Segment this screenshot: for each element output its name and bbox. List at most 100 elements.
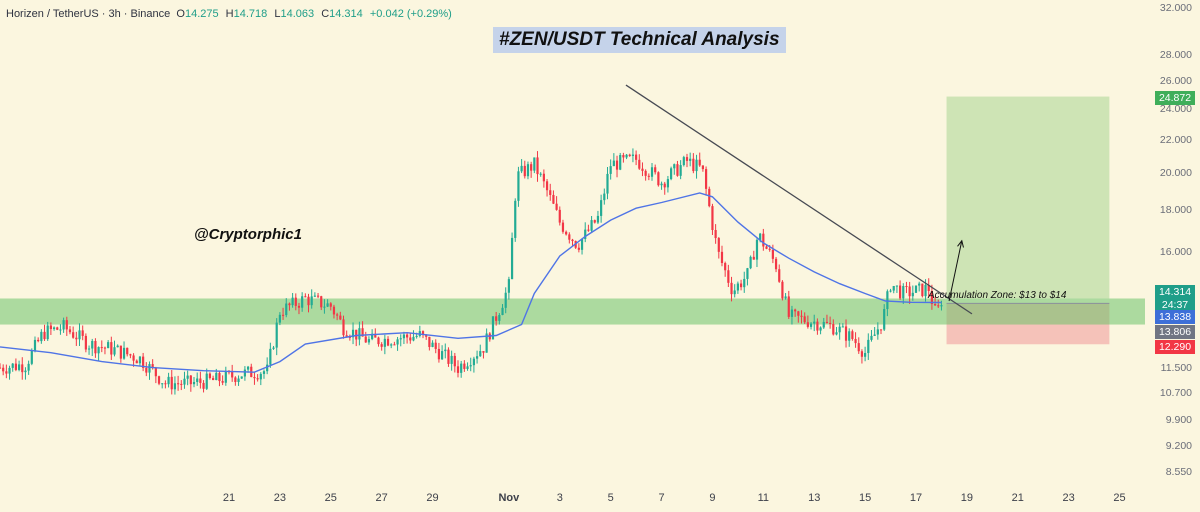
candle-up xyxy=(116,345,119,348)
candle-down xyxy=(542,173,545,182)
candle-up xyxy=(138,356,142,364)
x-tick-label: 5 xyxy=(607,492,614,504)
candle-down xyxy=(482,351,485,353)
candle-down xyxy=(142,356,145,368)
candle-down xyxy=(345,335,348,337)
candle-up xyxy=(612,160,615,167)
candle-down xyxy=(905,286,908,288)
candle-down xyxy=(129,354,132,356)
candle-down xyxy=(825,321,829,323)
moving-average-line xyxy=(0,192,942,373)
downtrend-line xyxy=(625,84,973,315)
candle-down xyxy=(409,337,412,341)
low-label: L xyxy=(274,8,281,20)
x-tick-label: 23 xyxy=(273,492,286,504)
candle-up xyxy=(517,171,520,201)
candle-up xyxy=(62,320,65,330)
candle-up xyxy=(746,268,749,279)
candle-up xyxy=(822,321,825,328)
candle-up xyxy=(864,353,867,357)
y-tick-label: 11.500 xyxy=(1160,361,1192,374)
candle-down xyxy=(565,231,568,235)
y-tick-label: 10.700 xyxy=(1159,386,1192,399)
candle-up xyxy=(619,155,622,170)
candle-down xyxy=(794,309,797,312)
candle-up xyxy=(603,193,606,201)
candle-up xyxy=(415,335,418,337)
candle-up xyxy=(625,154,628,158)
candle-down xyxy=(56,327,59,330)
candle-up xyxy=(838,326,841,333)
candle-down xyxy=(921,283,924,297)
y-tick-label: 16.000 xyxy=(1159,245,1192,258)
candle-down xyxy=(453,355,456,367)
candle-up xyxy=(323,306,326,308)
x-tick-label: 17 xyxy=(909,492,923,504)
candle-down xyxy=(727,270,730,283)
candle-up xyxy=(466,366,469,369)
candle-up xyxy=(924,284,927,297)
candle-down xyxy=(806,322,809,327)
candle-up xyxy=(876,329,879,335)
projection-arrow-head xyxy=(957,239,964,248)
candle-down xyxy=(860,351,864,357)
x-tick-label: 27 xyxy=(375,492,388,504)
candle-down xyxy=(730,282,733,295)
candle-up xyxy=(596,215,600,223)
candle-up xyxy=(892,286,895,291)
candle-down xyxy=(329,303,332,307)
candle-down xyxy=(752,256,755,260)
y-tick-label: 26.000 xyxy=(1159,74,1192,87)
candle-down xyxy=(361,328,364,337)
candle-down xyxy=(663,183,666,188)
candle-down xyxy=(135,360,138,364)
candle-up xyxy=(469,365,472,367)
x-tick-label: 25 xyxy=(324,492,337,504)
candle-down xyxy=(456,366,460,373)
candle-up xyxy=(183,378,186,385)
accumulation-zone-label: Accumulation Zone: $13 to $14 xyxy=(928,290,1067,301)
x-tick-label: 15 xyxy=(858,492,872,504)
candle-down xyxy=(698,159,701,166)
candle-up xyxy=(91,340,94,349)
candle-up xyxy=(491,316,495,340)
candle-up xyxy=(889,290,892,292)
candle-up xyxy=(444,349,447,352)
candle-down xyxy=(803,316,806,323)
candle-up xyxy=(669,168,673,180)
candle-down xyxy=(406,334,409,338)
candle-down xyxy=(157,376,161,384)
candle-down xyxy=(844,326,848,341)
candle-up xyxy=(606,173,609,194)
candle-down xyxy=(495,316,498,321)
candle-up xyxy=(8,367,11,374)
candle-down xyxy=(577,247,580,250)
candle-down xyxy=(208,373,212,379)
candle-down xyxy=(800,315,803,317)
candle-down xyxy=(714,230,717,239)
candle-up xyxy=(301,296,304,308)
candle-up xyxy=(87,348,91,350)
candle-up xyxy=(666,179,670,188)
candle-up xyxy=(498,314,501,321)
candle-down xyxy=(211,378,215,381)
y-tick-label: 8.550 xyxy=(1165,465,1192,478)
candle-up xyxy=(911,292,914,297)
candle-down xyxy=(797,311,800,316)
candle-down xyxy=(437,348,441,360)
candle-down xyxy=(593,220,596,223)
candle-up xyxy=(367,339,371,343)
candle-up xyxy=(526,164,530,177)
candle-down xyxy=(778,269,781,282)
candle-down xyxy=(75,337,78,340)
candle-down xyxy=(132,355,135,361)
candle-up xyxy=(205,373,208,389)
candle-down xyxy=(720,251,724,264)
candle-down xyxy=(231,371,234,378)
candle-down xyxy=(762,233,765,247)
high-label: H xyxy=(225,8,234,20)
candle-down xyxy=(701,165,705,170)
candle-down xyxy=(816,321,819,331)
